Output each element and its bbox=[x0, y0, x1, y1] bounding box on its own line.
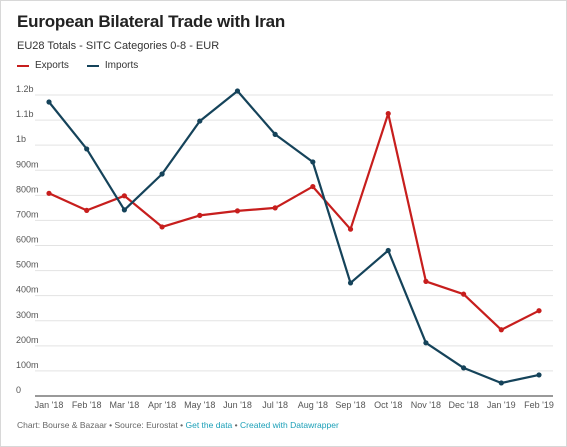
x-tick-label: Feb '18 bbox=[72, 400, 102, 410]
exports-point bbox=[121, 193, 127, 199]
y-tick-label: 600m bbox=[16, 235, 39, 245]
x-tick-label: Nov '18 bbox=[411, 400, 441, 410]
imports-line bbox=[47, 89, 541, 385]
legend-label-exports: Exports bbox=[35, 60, 69, 71]
exports-point bbox=[310, 183, 316, 190]
y-tick-label: 300m bbox=[16, 310, 39, 320]
imports-point bbox=[272, 131, 278, 137]
x-tick-label: Apr '18 bbox=[148, 400, 176, 410]
x-tick-label: Jul '18 bbox=[262, 400, 288, 410]
imports-point bbox=[461, 365, 467, 371]
legend-item-exports[interactable]: Exports bbox=[17, 60, 69, 71]
footer-source: Chart: Bourse & Bazaar • Source: Eurosta… bbox=[17, 420, 184, 430]
legend-swatch-imports bbox=[86, 64, 99, 67]
exports-point bbox=[46, 190, 52, 196]
imports-point bbox=[197, 118, 203, 124]
exports-point bbox=[84, 207, 90, 213]
exports-line bbox=[47, 112, 541, 331]
exports-point bbox=[197, 212, 203, 218]
legend-label-imports: Imports bbox=[104, 60, 139, 71]
x-tick-label: Jan '18 bbox=[35, 400, 64, 410]
x-tick-label: Feb '19 bbox=[524, 400, 554, 410]
x-tick-label: Jan '19 bbox=[487, 400, 516, 410]
get-data-link[interactable]: Get the data bbox=[185, 420, 233, 430]
exports-point bbox=[536, 308, 542, 314]
imports-point bbox=[423, 340, 429, 346]
imports-point bbox=[84, 146, 90, 152]
y-tick-label: 200m bbox=[16, 335, 39, 345]
y-tick-label: 900m bbox=[16, 159, 39, 169]
exports-point bbox=[423, 278, 429, 284]
chart-footer: Chart: Bourse & Bazaar • Source: Eurosta… bbox=[17, 420, 339, 430]
legend-swatch-exports bbox=[17, 64, 29, 67]
imports-point bbox=[234, 88, 241, 94]
exports-point bbox=[347, 226, 354, 232]
imports-point bbox=[46, 99, 52, 105]
y-tick-label: 700m bbox=[16, 209, 39, 219]
x-tick-label: Jun '18 bbox=[223, 400, 252, 410]
y-tick-label: 1.1b bbox=[16, 109, 34, 119]
imports-point bbox=[385, 247, 391, 254]
footer-separator: • bbox=[234, 420, 238, 430]
imports-point bbox=[536, 372, 542, 378]
datawrapper-link[interactable]: Created with Datawrapper bbox=[240, 420, 339, 430]
y-tick-label: 800m bbox=[16, 184, 39, 194]
exports-point bbox=[234, 208, 241, 214]
y-tick-label: 1.2b bbox=[16, 84, 34, 94]
imports-point bbox=[498, 380, 504, 386]
x-tick-label: Sep '18 bbox=[335, 400, 365, 410]
x-tick-label: Mar '18 bbox=[110, 400, 140, 410]
imports-point bbox=[347, 280, 354, 286]
exports-point bbox=[159, 224, 165, 230]
legend-item-imports[interactable]: Imports bbox=[86, 60, 139, 71]
y-tick-label: 100m bbox=[16, 360, 39, 370]
imports-point bbox=[310, 159, 316, 165]
y-tick-label: 400m bbox=[16, 285, 39, 295]
x-tick-label: Dec '18 bbox=[448, 400, 478, 410]
y-tick-label: 0 bbox=[16, 385, 21, 395]
x-tick-label: Oct '18 bbox=[374, 400, 402, 410]
chart-legend: Exports Imports bbox=[17, 60, 138, 71]
chart-title: European Bilateral Trade with Iran bbox=[17, 12, 286, 31]
exports-point bbox=[461, 291, 467, 297]
y-tick-label: 1b bbox=[16, 134, 26, 144]
x-tick-label: Aug '18 bbox=[298, 400, 328, 410]
imports-point bbox=[121, 207, 127, 213]
exports-point bbox=[498, 327, 504, 333]
chart-subtitle: EU28 Totals - SITC Categories 0-8 - EUR bbox=[17, 40, 220, 52]
imports-point bbox=[159, 171, 165, 177]
exports-point bbox=[272, 205, 278, 211]
y-tick-label: 500m bbox=[16, 260, 39, 270]
exports-point bbox=[385, 110, 391, 117]
x-tick-label: May '18 bbox=[184, 400, 215, 410]
line-chart: 0 100m 200m 300m 400m 500m 600m 700m 800m 900m 1b 1… bbox=[16, 84, 554, 410]
